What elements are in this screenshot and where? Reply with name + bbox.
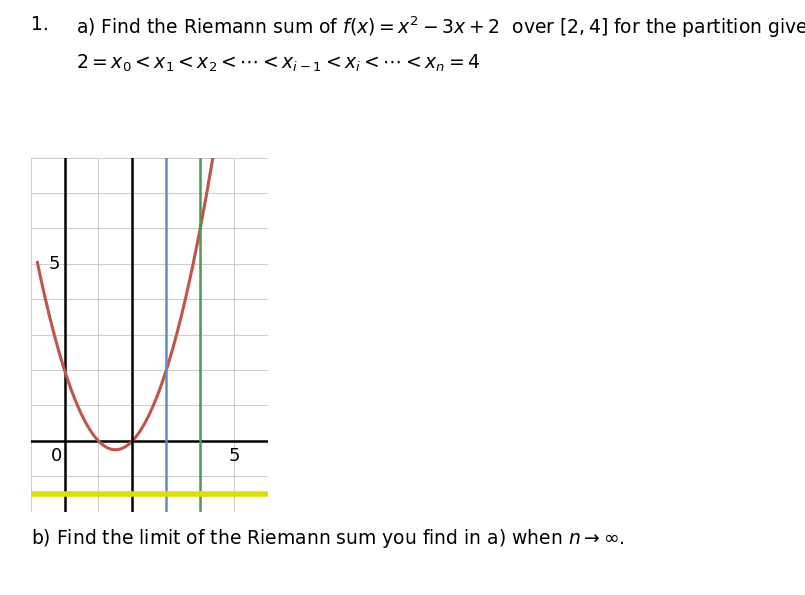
Text: 5: 5 bbox=[49, 255, 60, 273]
Text: 0: 0 bbox=[51, 447, 62, 465]
Text: 5: 5 bbox=[229, 447, 240, 465]
Text: $2 = x_0 < x_1 < x_2 < \cdots < x_{i-1} < x_i < \cdots < x_n = 4$: $2 = x_0 < x_1 < x_2 < \cdots < x_{i-1} … bbox=[76, 52, 481, 74]
Text: b) Find the limit of the Riemann sum you find in a) when $n \to \infty$.: b) Find the limit of the Riemann sum you… bbox=[31, 527, 624, 550]
Text: 1.: 1. bbox=[31, 15, 48, 34]
Text: a) Find the Riemann sum of $f(x) = x^2 - 3x + 2$  over $[2, 4]$ for the partitio: a) Find the Riemann sum of $f(x) = x^2 -… bbox=[76, 15, 805, 40]
